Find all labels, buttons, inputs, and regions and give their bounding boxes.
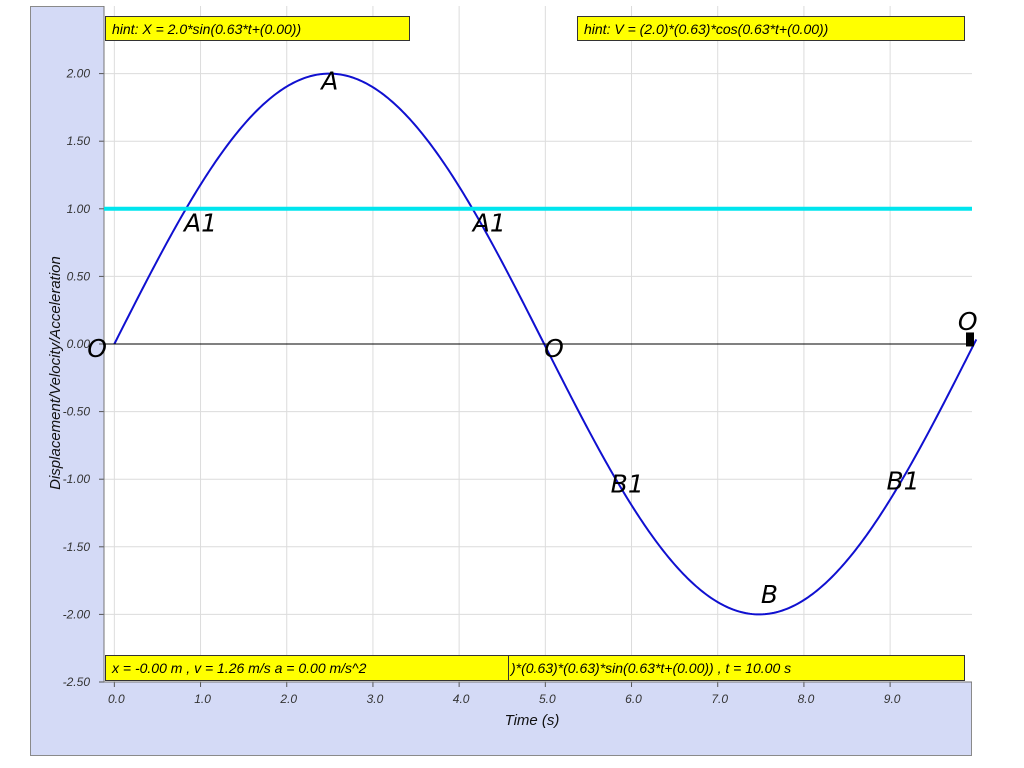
curve-point-label: B1 [887, 467, 920, 496]
x-tick-label: 5.0 [539, 692, 556, 706]
x-tick-label: 4.0 [453, 692, 470, 706]
curve-point-label: O [544, 334, 564, 363]
x-tick-label: 9.0 [884, 692, 901, 706]
velocity-hint: hint: V = (2.0)*(0.63)*cos(0.63*t+(0.00)… [577, 16, 965, 41]
curve-point-label: B1 [611, 469, 644, 498]
displacement-hint: hint: X = 2.0*sin(0.63*t+(0.00)) [105, 16, 410, 41]
x-axis-title: Time (s) [505, 712, 560, 729]
curve-point-label: A [319, 66, 338, 95]
x-tick-label: 8.0 [798, 692, 815, 706]
y-tick-label: 2.00 [66, 67, 91, 81]
y-tick-label: -2.50 [63, 675, 91, 689]
acceleration-hint-text: )*(0.63)*(0.63)*sin(0.63*t+(0.00)) , t =… [511, 660, 792, 676]
curve-point-label: A1 [471, 208, 506, 237]
x-tick-label: 0.0 [108, 692, 125, 706]
y-tick-label: 0.50 [67, 269, 91, 283]
y-tick-label: 0.00 [67, 337, 91, 351]
y-tick-label: 1.50 [67, 134, 91, 148]
y-tick-label: -1.00 [63, 472, 91, 486]
curve-point-label: O [958, 307, 978, 336]
end-marker [966, 332, 974, 347]
y-tick-label: -2.00 [63, 607, 91, 621]
curve-point-label: A1 [182, 208, 217, 237]
x-tick-label: 7.0 [711, 692, 728, 706]
x-tick-label: 2.0 [279, 692, 297, 706]
curve-point-label: O [87, 334, 107, 363]
x-tick-label: 6.0 [625, 692, 642, 706]
displacement-curve [113, 72, 978, 616]
curve-point-label: B [761, 580, 778, 609]
readout-box: x = -0.00 m , v = 1.26 m/s a = 0.00 m/s^… [105, 655, 509, 681]
x-tick-label: 1.0 [194, 692, 211, 706]
y-axis-title: Displacement/Velocity/Acceleration [47, 256, 64, 490]
x-tick-label: 3.0 [367, 692, 384, 706]
y-tick-label: -0.50 [63, 405, 91, 419]
y-tick-label: 1.00 [67, 202, 91, 216]
y-tick-label: -1.50 [63, 540, 91, 554]
